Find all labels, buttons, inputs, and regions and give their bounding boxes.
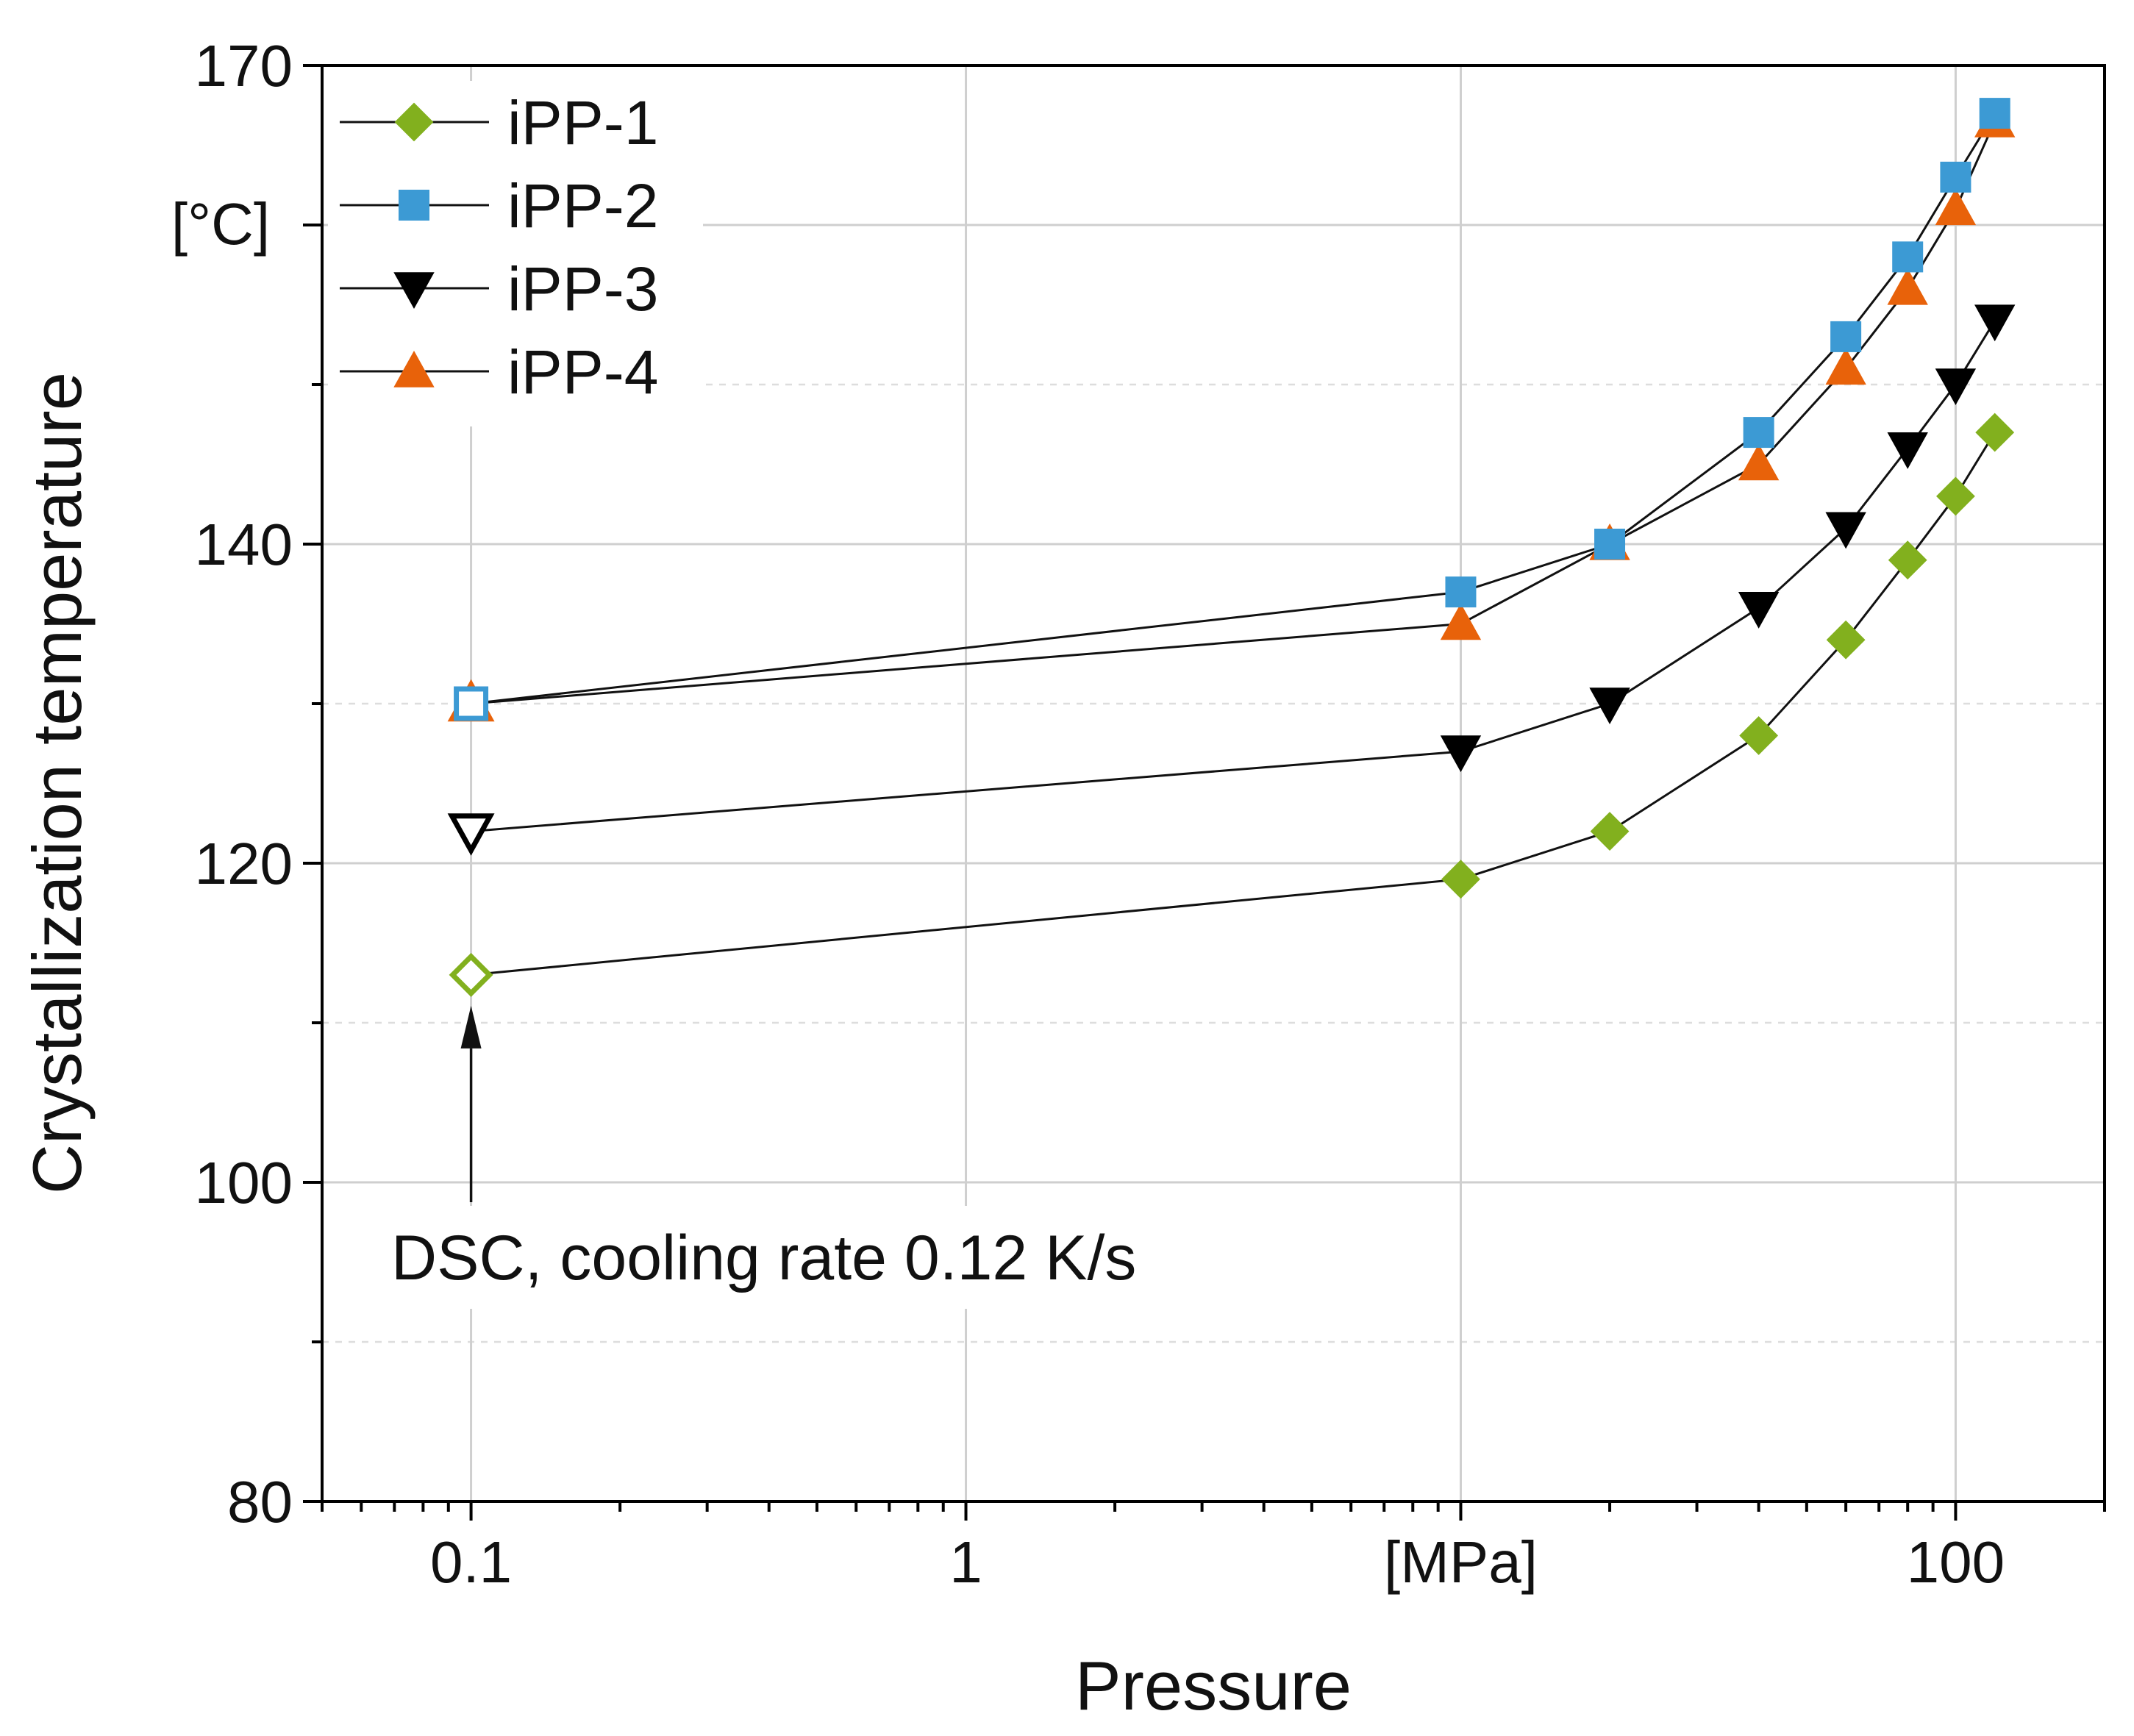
x-tick-label: 0.1 <box>430 1529 512 1595</box>
annotation-arrow-head <box>460 1005 482 1049</box>
legend-label: iPP-1 <box>507 88 658 157</box>
data-point-iPP-1 <box>1936 476 1975 516</box>
data-point-iPP-1 <box>1441 860 1480 899</box>
legend-label: iPP-3 <box>507 254 658 324</box>
annotation-text: DSC, cooling rate 0.12 K/s <box>391 1223 1136 1293</box>
data-point-iPP-1 <box>1826 620 1866 660</box>
data-point-iPP-2 <box>454 686 489 721</box>
data-point-iPP-1 <box>449 952 493 997</box>
legend: iPP-1 iPP-2 iPP-3 iPP-4 <box>328 81 703 426</box>
legend-marker-iPP-2 <box>399 190 429 221</box>
data-point-iPP-3 <box>1589 687 1630 725</box>
data-point-iPP-2 <box>1940 161 1971 193</box>
data-point-iPP-3 <box>1440 735 1482 773</box>
axes <box>321 64 2106 1503</box>
data-point-iPP-3 <box>1825 512 1866 549</box>
data-point-iPP-1 <box>1739 715 1779 755</box>
data-point-iPP-2 <box>1830 321 1862 352</box>
legend-label: iPP-2 <box>507 171 658 240</box>
data-point-iPP-2 <box>1892 241 1924 273</box>
y-tick-label: 80 <box>227 1469 293 1535</box>
data-point-iPP-2 <box>1594 529 1626 560</box>
data-point-iPP-2 <box>1979 98 2010 129</box>
series <box>447 98 2016 997</box>
annotation-background <box>382 1206 1287 1309</box>
x-axis-title: Pressure <box>1075 1647 1352 1724</box>
legend-label: iPP-4 <box>507 337 658 407</box>
annotation: DSC, cooling rate 0.12 K/s <box>382 1005 1287 1309</box>
data-point-iPP-3 <box>1738 592 1780 629</box>
tick-labels: 0.1 1 [MPa] 100 80 100 120 140 170 <box>195 33 2005 1595</box>
data-point-iPP-1 <box>1888 540 1927 580</box>
data-point-iPP-2 <box>1445 576 1477 608</box>
data-point-iPP-1 <box>1590 812 1630 851</box>
y-axis-unit: [°C] <box>171 191 270 257</box>
data-point-iPP-4 <box>1887 268 1928 305</box>
data-point-iPP-4 <box>1440 603 1482 640</box>
y-tick-label: 100 <box>195 1150 293 1215</box>
ticks <box>303 64 2106 1521</box>
x-tick-label: [MPa] <box>1384 1529 1538 1595</box>
data-point-iPP-1 <box>1975 412 2015 452</box>
series-line-iPP-3 <box>471 320 1996 833</box>
legend-background <box>328 81 703 426</box>
x-tick-label: 1 <box>949 1529 982 1595</box>
y-tick-label: 170 <box>195 33 293 99</box>
data-point-iPP-3 <box>1974 304 2016 342</box>
y-tick-label: 140 <box>195 512 293 577</box>
y-tick-label: 120 <box>195 831 293 896</box>
data-point-iPP-3 <box>1935 368 1977 406</box>
x-tick-label: 100 <box>1907 1529 2005 1595</box>
legend-marker-iPP-3 <box>393 272 435 310</box>
data-point-iPP-2 <box>1743 417 1774 449</box>
data-point-iPP-3 <box>447 813 495 856</box>
y-axis-title: Crystallization temperature <box>18 372 96 1194</box>
data-point-iPP-4 <box>1935 188 1977 226</box>
data-point-iPP-3 <box>1887 432 1928 469</box>
legend-marker-iPP-1 <box>394 102 434 142</box>
legend-marker-iPP-4 <box>393 350 435 387</box>
data-point-iPP-4 <box>1738 443 1780 481</box>
data-point-iPP-4 <box>1825 348 1866 385</box>
plot-frame <box>321 64 2106 1503</box>
